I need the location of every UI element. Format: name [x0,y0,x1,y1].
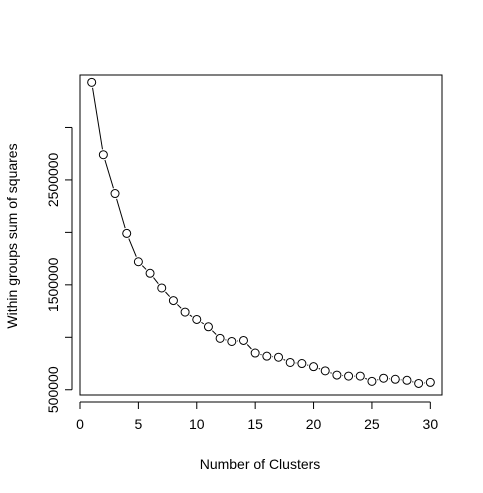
x-tick-label: 15 [247,416,263,432]
series-line-segment [283,359,286,361]
series-line-segment [189,314,193,317]
x-tick-label: 20 [306,416,322,432]
data-point [344,371,354,381]
series-line-segment [104,159,114,189]
x-axis-label: Number of Clusters [200,456,321,472]
data-point [320,366,330,376]
data-point [203,322,213,332]
series-line-segment [176,304,182,309]
y-tick-label: 1500000 [45,257,61,312]
series-line-segment [141,265,147,270]
data-point [262,351,272,361]
y-axis: 500000 1500000 2500000 [45,126,73,413]
data-point [332,370,342,380]
series-line-segment [212,330,217,335]
data-point [402,375,412,385]
x-tick-label: 5 [134,416,142,432]
data-point [98,150,108,160]
data-point [285,357,295,367]
data-point [87,77,97,87]
x-tick-label: 30 [423,416,439,432]
data-point [227,336,237,346]
y-tick-label: 2500000 [45,152,61,207]
x-tick-label: 0 [76,416,84,432]
data-point [157,283,167,293]
x-axis: 0 5 10 15 20 25 30 [76,401,439,432]
plot-frame [79,74,443,396]
data-point [250,348,260,358]
data-point [145,268,155,278]
data-point [238,335,248,345]
data-point [425,377,435,387]
data-series [87,77,435,388]
data-point [192,314,202,324]
data-point [122,228,132,238]
series-line-segment [128,238,137,257]
data-point [367,376,377,386]
data-point [180,307,190,317]
series-line-segment [365,377,368,380]
data-point [390,374,400,384]
data-point [168,296,178,306]
data-point [274,352,284,362]
series-line-segment [201,321,205,325]
data-point [110,189,120,199]
data-point [215,333,225,343]
series-line-segment [116,198,126,229]
data-point [355,371,365,381]
data-point [297,359,307,369]
y-axis-label: Within groups sum of squares [4,143,20,328]
data-point [379,373,389,383]
data-point [309,362,319,372]
x-tick-label: 25 [364,416,380,432]
series-line-segment [92,87,103,150]
y-tick-label: 500000 [45,366,61,413]
x-tick-label: 10 [189,416,205,432]
data-point [133,257,143,267]
series-line-segment [165,291,171,297]
series-line-segment [246,344,252,350]
data-point [414,378,424,388]
series-line-segment [153,277,159,284]
